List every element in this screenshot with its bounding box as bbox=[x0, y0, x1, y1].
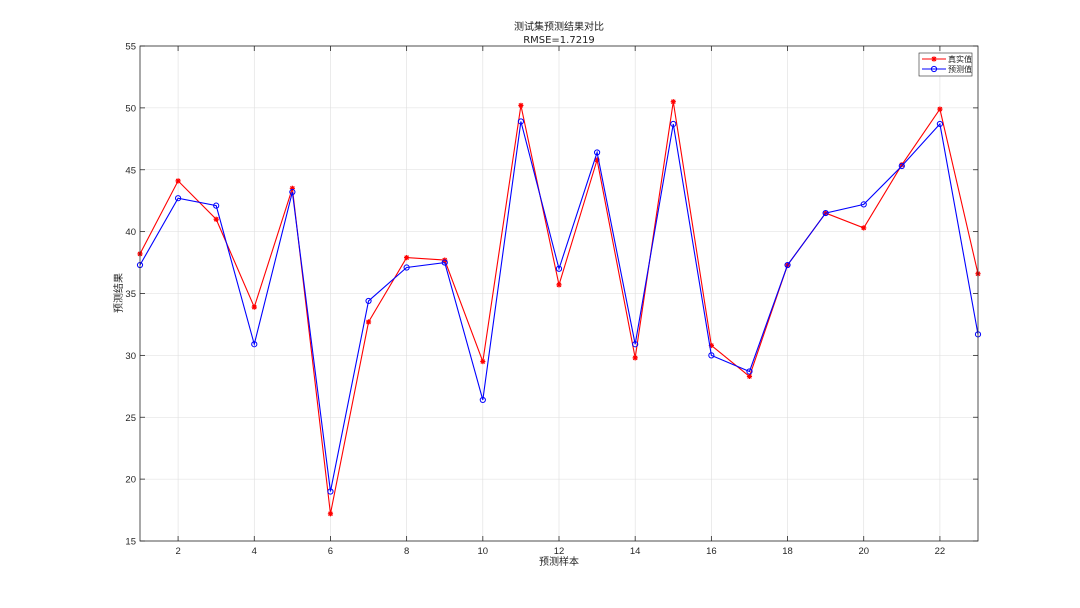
data-point bbox=[898, 162, 905, 170]
y-tick-label: 30 bbox=[125, 351, 136, 362]
series-line bbox=[139, 121, 979, 492]
data-point bbox=[479, 396, 486, 404]
data-point bbox=[670, 99, 676, 105]
x-tick-label: 16 bbox=[706, 546, 717, 557]
legend-star bbox=[931, 56, 937, 62]
series-predicted-values bbox=[136, 118, 982, 495]
data-point bbox=[404, 255, 410, 261]
data-point bbox=[746, 373, 753, 380]
data-point bbox=[213, 202, 220, 209]
data-point bbox=[441, 259, 448, 266]
axis-ticks: 2 4 6 8 10 12 14 16 18 20 22 15 20 25 30 35 40 45 50 55 bbox=[125, 42, 978, 557]
legend: 真实值 预测值 bbox=[918, 52, 973, 77]
data-point bbox=[213, 216, 219, 222]
x-tick-label: 6 bbox=[328, 546, 333, 557]
data-point bbox=[861, 225, 867, 231]
data-point bbox=[175, 178, 181, 184]
x-tick-label: 4 bbox=[252, 546, 257, 557]
series-layer bbox=[136, 99, 982, 517]
data-point bbox=[251, 304, 257, 310]
data-point bbox=[670, 120, 677, 128]
data-point bbox=[593, 149, 601, 156]
data-point bbox=[746, 368, 753, 375]
data-point bbox=[632, 355, 638, 361]
x-tick-label: 10 bbox=[478, 546, 489, 557]
data-point bbox=[517, 118, 525, 125]
data-point bbox=[174, 195, 182, 202]
legend-marker-true bbox=[931, 56, 937, 62]
data-point bbox=[822, 209, 829, 217]
x-tick-label: 8 bbox=[404, 546, 409, 557]
y-tick-label: 50 bbox=[125, 103, 136, 114]
x-tick-label: 2 bbox=[175, 546, 180, 557]
data-point bbox=[784, 261, 791, 269]
legend-label-pred: 预测值 bbox=[948, 64, 972, 74]
chart-title: 测试集预测结果对比 bbox=[514, 20, 604, 33]
y-tick-label: 25 bbox=[125, 413, 136, 424]
data-point bbox=[289, 188, 296, 196]
y-tick-label: 20 bbox=[125, 475, 136, 486]
legend-marker-pred bbox=[930, 65, 938, 73]
data-point bbox=[936, 120, 944, 128]
y-tick-label: 55 bbox=[125, 42, 136, 53]
y-tick-label: 40 bbox=[125, 227, 136, 238]
legend-label-true: 真实值 bbox=[948, 54, 972, 64]
data-point bbox=[480, 358, 486, 365]
data-point bbox=[327, 511, 334, 517]
x-axis-label: 预测样本 bbox=[539, 555, 579, 568]
x-tick-label: 14 bbox=[630, 546, 641, 557]
data-point bbox=[251, 341, 258, 348]
chart-subtitle: RMSE=1.7219 bbox=[523, 35, 595, 46]
data-point bbox=[632, 341, 639, 348]
x-tick-label: 22 bbox=[935, 546, 946, 557]
y-tick-label: 35 bbox=[125, 289, 136, 300]
y-tick-label: 15 bbox=[125, 537, 136, 548]
data-point bbox=[403, 264, 410, 271]
y-axis-label: 预测结果 bbox=[112, 273, 125, 313]
x-tick-label: 12 bbox=[554, 546, 565, 557]
x-tick-label: 20 bbox=[858, 546, 869, 557]
y-tick-label: 45 bbox=[125, 165, 136, 176]
data-point bbox=[365, 319, 372, 325]
data-point bbox=[937, 106, 943, 112]
data-point bbox=[556, 282, 562, 288]
series-true-values bbox=[137, 99, 981, 517]
data-point bbox=[365, 297, 372, 305]
data-point bbox=[860, 201, 867, 208]
data-point bbox=[555, 265, 563, 272]
x-tick-label: 18 bbox=[782, 546, 793, 557]
data-point bbox=[518, 102, 524, 108]
data-point bbox=[708, 352, 715, 359]
data-point bbox=[327, 488, 334, 495]
